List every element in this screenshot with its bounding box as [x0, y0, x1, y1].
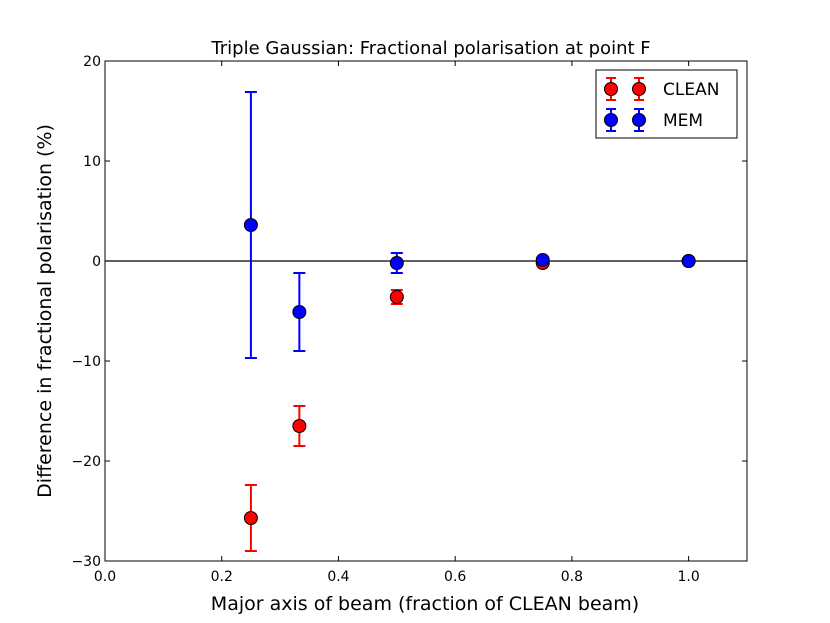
series-mem [243, 91, 696, 359]
x-tick-label: 0.0 [94, 569, 116, 585]
legend-box [595, 69, 738, 139]
y-tick-label: −20 [71, 454, 101, 470]
x-tick-label: 1.0 [678, 569, 700, 585]
series-clean [243, 254, 696, 552]
plot-frame [104, 60, 748, 562]
legend-marker [632, 113, 646, 127]
data-point [389, 290, 404, 304]
data-point [292, 305, 307, 319]
x-tick-label: 0.2 [211, 569, 233, 585]
legend-label: MEM [663, 111, 703, 131]
data-point [243, 511, 258, 525]
y-tick-label: −10 [71, 354, 101, 370]
x-tick-label: 0.4 [327, 569, 349, 585]
data-point [535, 253, 550, 267]
plot-area [105, 91, 747, 552]
legend-marker [632, 82, 646, 96]
legend-label: CLEAN [663, 80, 719, 100]
legend-entry-mem: MEM [604, 108, 703, 132]
y-axis-label: Difference in fractional polarisation (%… [34, 124, 56, 498]
data-point [243, 218, 258, 232]
y-tick-label: 10 [83, 154, 101, 170]
chart-title: Triple Gaussian: Fractional polarisation… [210, 38, 650, 59]
x-axis-label: Major axis of beam (fraction of CLEAN be… [211, 593, 639, 615]
x-tick-label: 0.6 [444, 569, 466, 585]
y-tick-label: 20 [83, 54, 101, 70]
legend-entry-clean: CLEAN [604, 77, 719, 101]
legend-marker [604, 113, 618, 127]
x-tick-label: 0.8 [561, 569, 583, 585]
data-point [292, 419, 307, 433]
data-point [681, 254, 696, 268]
legend-marker [604, 82, 618, 96]
data-point [389, 256, 404, 270]
y-tick-label: −30 [71, 554, 101, 570]
legend: CLEAN MEM [595, 69, 738, 139]
axis-ticks: 0.0 0.2 0.4 0.6 0.8 1.0 −30 −20 −10 0 10 20 [71, 54, 747, 585]
y-tick-label: 0 [92, 254, 101, 270]
